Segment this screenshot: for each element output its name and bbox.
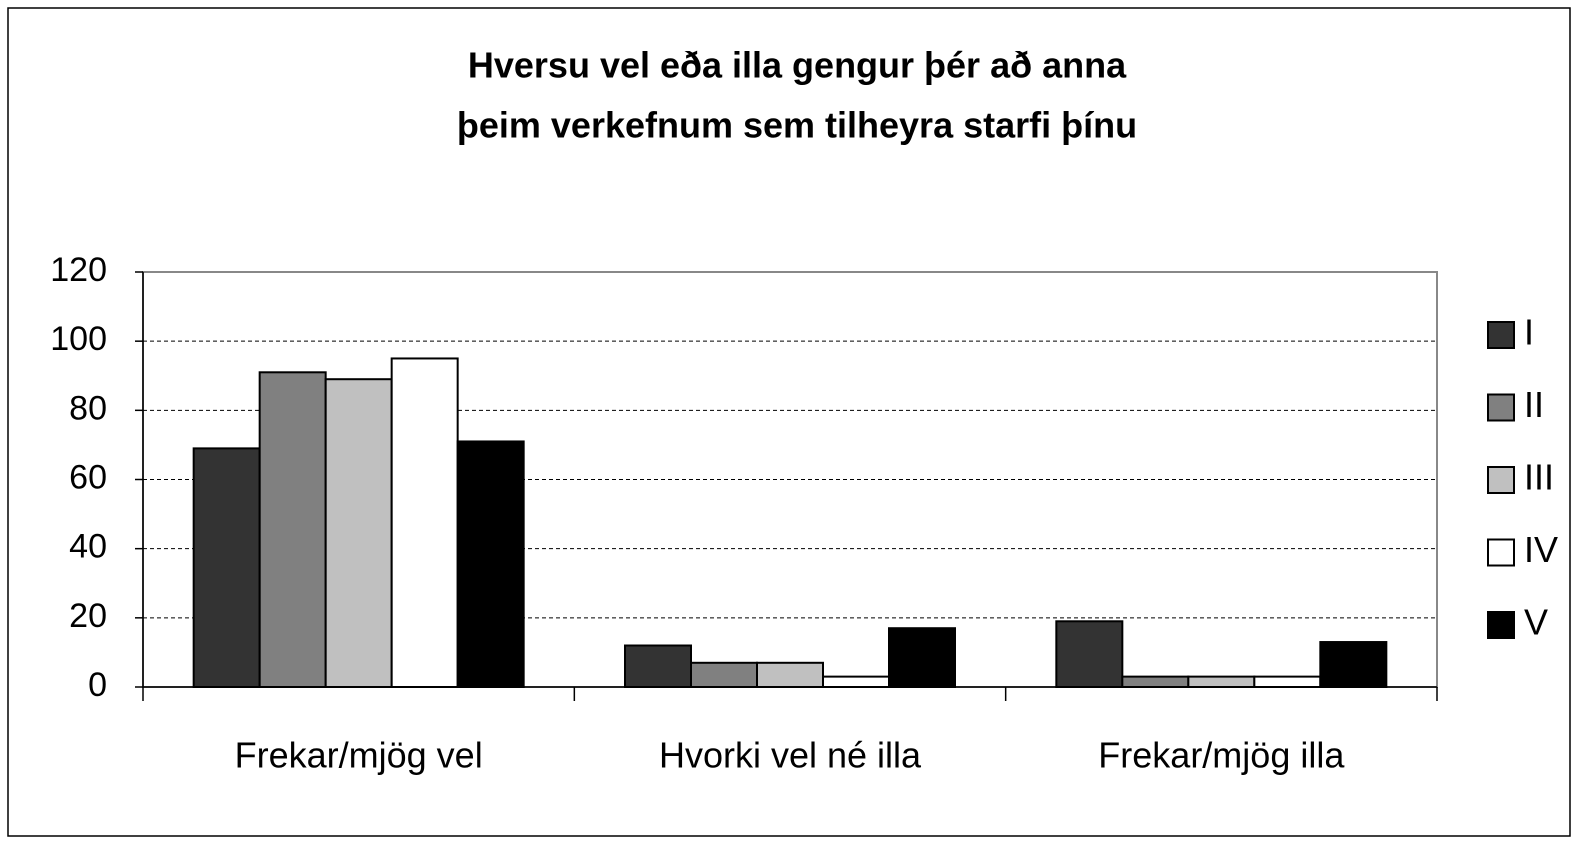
legend-swatch: [1487, 321, 1515, 349]
bar: [324, 378, 393, 688]
bar: [192, 447, 261, 688]
legend-label: II: [1524, 384, 1544, 425]
x-tick-label: Hvorki vel né illa: [659, 735, 922, 776]
legend-label: V: [1524, 602, 1548, 643]
x-tick-label: Frekar/mjög vel: [235, 735, 483, 776]
bar: [624, 644, 692, 688]
legend-label: I: [1524, 312, 1534, 353]
y-tick-label: 120: [50, 251, 107, 289]
bar: [756, 661, 824, 689]
bar: [1253, 675, 1322, 688]
bar: [690, 661, 758, 689]
y-tick-label: 20: [69, 597, 107, 635]
chart-title: Hversu vel eða illa gengur þér að anna: [468, 45, 1127, 86]
bar: [456, 440, 525, 689]
bar: [822, 675, 890, 688]
legend-swatch: [1487, 393, 1515, 422]
y-tick-label: 60: [69, 458, 107, 496]
y-tick-label: 100: [50, 320, 107, 358]
y-tick-label: 40: [69, 528, 107, 566]
bar: [1055, 620, 1124, 689]
legend-label: III: [1524, 457, 1554, 498]
legend-swatch: [1487, 466, 1515, 494]
bar: [390, 357, 459, 688]
y-tick-label: 80: [69, 389, 107, 427]
bar: [1187, 675, 1256, 688]
x-tick-label: Frekar/mjög illa: [1098, 735, 1345, 776]
legend-label: IV: [1524, 529, 1558, 570]
bar: [888, 627, 956, 688]
legend-swatch: [1487, 611, 1515, 639]
bar: [1121, 675, 1190, 688]
chart-title: þeim verkefnum sem tilheyra starfi þínu: [457, 105, 1137, 146]
bar: [258, 371, 327, 688]
y-tick-label: 0: [88, 666, 107, 704]
bar: [1319, 641, 1388, 689]
legend-swatch: [1487, 538, 1515, 567]
